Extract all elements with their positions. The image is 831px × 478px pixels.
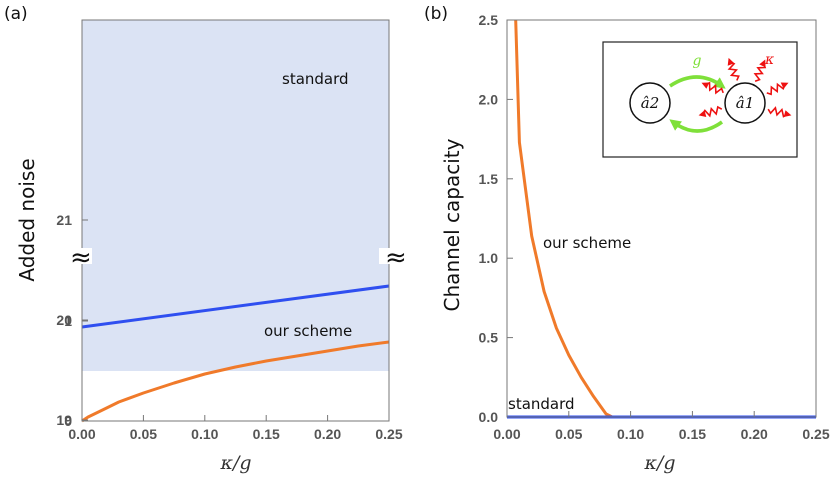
panel-b-y-tick-label: 2.0: [479, 91, 499, 107]
panel-a-x-tick-label: 0.00: [68, 426, 95, 442]
panel-a-x-tick-label: 0.20: [314, 426, 341, 442]
panel-b-x-tick-label: 0.10: [617, 426, 644, 442]
panel-a-x-tick-label: 0.10: [191, 426, 218, 442]
decay-arrowhead: [759, 59, 766, 68]
panel-b-label: (b): [424, 4, 448, 24]
panel-b-y-tick-label: 0.0: [479, 409, 499, 425]
panel-b-y-tick-label: 1.0: [479, 250, 499, 266]
panel-b-y-tick-label: 2.5: [479, 12, 499, 28]
mode-a1-circle: [724, 82, 766, 124]
panel-b-series-label-our-scheme: our scheme: [543, 234, 631, 252]
coupling-g-label: g: [693, 53, 702, 69]
axis-break-right: ≈: [385, 243, 407, 273]
panel-a: (a) ≈ ≈ 0.00 0.05 0.10 0.15 0.20 0.25 0 1 19 20 21…: [4, 4, 407, 474]
decay-arrowhead: [780, 82, 789, 89]
decay-squiggle: [727, 60, 740, 81]
mode-a2-circle: [629, 82, 671, 124]
panel-b-x-tick-label: 0.25: [802, 426, 829, 442]
decay-squiggle: [767, 106, 788, 118]
coupling-arrow-bottom: [669, 119, 724, 133]
panel-a-line-our-scheme: [81, 340, 390, 423]
panel-a-series-label-standard: standard: [282, 70, 349, 88]
panel-a-x-tick-label: 0.15: [253, 426, 280, 442]
axis-break-left: ≈: [70, 243, 92, 273]
panel-b-y-axis-label: Channel capacity: [440, 138, 464, 311]
panel-a-line-standard: [81, 284, 390, 329]
panel-b-series-label-standard: standard: [508, 395, 575, 413]
panel-a-y-tick-label: 20: [56, 312, 72, 328]
panel-b-frame: [506, 19, 817, 418]
panel-b: (b) 0.00 0.05 0.10 0.15 0.20 0.25 0.0 0.5 1.0 1.5…: [424, 4, 830, 474]
panel-a-x-axis-label: κ/g: [219, 452, 251, 474]
panel-a-y-tick-label: 0: [64, 413, 72, 429]
decay-squiggle: [704, 81, 724, 95]
panel-b-line-our-scheme: [514, 19, 613, 419]
panel-b-y-tick-label: 1.5: [479, 171, 499, 187]
decay-arrowhead: [727, 57, 735, 66]
inset-diagram: â2 â1 g κ: [602, 41, 798, 158]
panel-a-y-tick-label: 1: [64, 313, 72, 329]
decay-arrowhead: [701, 82, 710, 89]
decay-kappa-label: κ: [764, 52, 774, 68]
coupling-arrow-top: [669, 75, 726, 89]
panel-a-y-tick-label: 21: [56, 212, 72, 228]
decay-squiggle: [753, 62, 767, 82]
panel-a-y-tick-label: 19: [56, 412, 72, 428]
panel-a-x-tick-label: 0.05: [130, 426, 157, 442]
decay-arrowhead: [783, 110, 792, 117]
panel-a-shaded-region: [82, 20, 389, 371]
mode-a1-label: â1: [736, 94, 755, 112]
mode-a2-label: â2: [641, 94, 660, 112]
panel-a-series-label-our-scheme: our scheme: [264, 322, 352, 340]
decay-arrowhead: [698, 110, 707, 117]
decay-squiggle: [701, 105, 723, 118]
panel-b-x-tick-label: 0.00: [493, 426, 520, 442]
panel-b-x-tick-label: 0.20: [741, 426, 768, 442]
panel-a-y-axis-label: Added noise: [15, 158, 39, 281]
panel-a-x-tick-label: 0.25: [375, 426, 402, 442]
panel-b-y-tick-label: 0.5: [479, 330, 499, 346]
panel-a-label: (a): [4, 4, 28, 24]
panel-b-x-tick-label: 0.05: [555, 426, 582, 442]
panel-b-x-axis-label: κ/g: [643, 452, 675, 474]
panel-b-x-tick-label: 0.15: [679, 426, 706, 442]
decay-squiggle: [766, 82, 786, 96]
